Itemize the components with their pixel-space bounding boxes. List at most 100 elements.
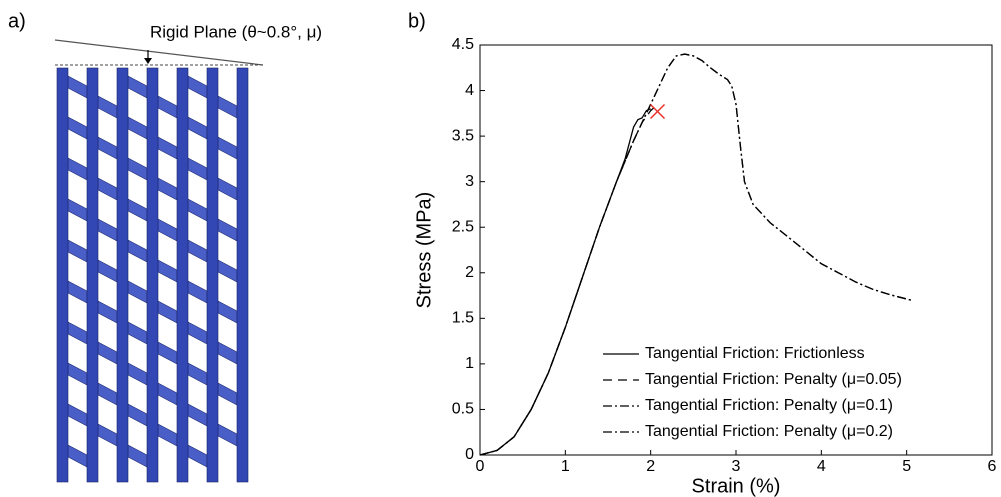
panel-label: a) xyxy=(8,10,26,32)
legend-label: Tangential Friction: Penalty (μ=0.05) xyxy=(645,371,902,388)
lattice-strut xyxy=(97,300,118,324)
lattice-strut xyxy=(127,116,148,140)
lattice-strut xyxy=(217,218,238,242)
lattice-strut xyxy=(217,382,238,406)
y-tick-label: 2.5 xyxy=(452,218,474,235)
lattice-strut xyxy=(127,239,148,263)
lattice-strut xyxy=(187,198,208,222)
lattice-strut xyxy=(97,95,118,119)
lattice-strut xyxy=(157,95,178,119)
plot: 0 1 2 3 4 5 6 0 0.5 1 1.5 2 2.5 3 3.5 4 4.5 Strain (%) Str… xyxy=(413,36,996,497)
legend-label: Tangential Friction: Penalty (μ=0.1) xyxy=(645,397,893,414)
x-tick-label: 2 xyxy=(646,458,655,475)
lattice-strut xyxy=(157,341,178,365)
lattice-strut xyxy=(67,198,88,222)
y-tick-label: 0 xyxy=(465,446,474,463)
lattice-strut xyxy=(217,341,238,365)
y-tick-label: 4 xyxy=(465,82,474,99)
lattice-column xyxy=(116,67,129,483)
diagram-label: Rigid Plane (θ~0.8°, μ) xyxy=(150,22,322,41)
lattice-strut xyxy=(217,259,238,283)
lattice-column xyxy=(176,67,189,483)
marker-stroke xyxy=(649,103,666,120)
lattice-strut xyxy=(187,403,208,427)
lattice-strut xyxy=(67,239,88,263)
x-tick-label: 3 xyxy=(732,458,741,475)
x-tick-label: 6 xyxy=(988,458,997,475)
x-tick-label: 4 xyxy=(817,458,826,475)
y-tick-label: 3 xyxy=(465,173,474,190)
lattice-strut xyxy=(157,423,178,447)
lattice-column xyxy=(206,67,219,483)
lattice-strut xyxy=(97,218,118,242)
legend-label: Tangential Friction: Frictionless xyxy=(645,345,865,362)
x-tick-label: 0 xyxy=(476,458,485,475)
y-tick-label: 3.5 xyxy=(452,127,474,144)
lattice-strut xyxy=(217,95,238,119)
lattice-strut xyxy=(127,198,148,222)
x-tick-label: 1 xyxy=(561,458,570,475)
plot-frame xyxy=(479,44,993,456)
y-tick-label: 1 xyxy=(465,355,474,372)
x-axis-label: Strain (%) xyxy=(692,475,781,497)
lattice-strut xyxy=(67,362,88,386)
lattice-strut xyxy=(217,177,238,201)
lattice-strut xyxy=(187,157,208,181)
lattice-strut xyxy=(127,403,148,427)
lattice-strut xyxy=(187,239,208,263)
lattice-strut xyxy=(187,444,208,468)
lattice-strut xyxy=(217,136,238,160)
lattice-strut xyxy=(127,321,148,345)
failure-marker xyxy=(649,103,666,120)
lattice-strut xyxy=(97,136,118,160)
lattice-strut xyxy=(127,444,148,468)
y-tick-label: 2 xyxy=(465,264,474,281)
lattice-strut xyxy=(97,341,118,365)
lattice-strut xyxy=(157,218,178,242)
lattice-strut xyxy=(187,75,208,99)
lattice-strut xyxy=(67,403,88,427)
lattice-strut xyxy=(157,177,178,201)
lattice-strut xyxy=(67,116,88,140)
lattice-strut xyxy=(127,75,148,99)
lattice-strut xyxy=(67,157,88,181)
lattice-diagram xyxy=(54,39,264,483)
series-line xyxy=(479,53,912,456)
x-tick-label: 5 xyxy=(902,458,911,475)
lattice-strut xyxy=(67,321,88,345)
lattice-strut xyxy=(67,75,88,99)
lattice-strut xyxy=(187,280,208,304)
lattice-column xyxy=(236,67,249,483)
lattice-strut xyxy=(157,136,178,160)
y-axis-label: Stress (MPa) xyxy=(413,192,435,309)
lattice-strut xyxy=(97,382,118,406)
lattice-strut xyxy=(127,280,148,304)
lattice-strut xyxy=(127,362,148,386)
series-line xyxy=(479,53,912,456)
lattice-strut xyxy=(217,423,238,447)
y-tick-label: 0.5 xyxy=(452,401,474,418)
lattice-strut xyxy=(157,382,178,406)
series-line xyxy=(479,106,656,456)
lattice-strut xyxy=(67,280,88,304)
lattice-column xyxy=(56,67,69,483)
lattice-strut xyxy=(187,116,208,140)
lattice-strut xyxy=(217,300,238,324)
lattice-column xyxy=(86,67,99,483)
lattice-strut xyxy=(97,259,118,283)
lattice-strut xyxy=(97,423,118,447)
rigid-plane xyxy=(54,39,264,66)
panel-label: b) xyxy=(408,10,426,32)
lattice-column xyxy=(146,67,159,483)
lattice-strut xyxy=(67,444,88,468)
lattice-strut xyxy=(97,177,118,201)
y-tick-label: 1.5 xyxy=(452,310,474,327)
lattice-strut xyxy=(157,259,178,283)
y-tick-label: 4.5 xyxy=(452,36,474,53)
arrow-head xyxy=(144,58,152,64)
legend-label: Tangential Friction: Penalty (μ=0.2) xyxy=(645,423,893,440)
lattice-strut xyxy=(157,300,178,324)
lattice-strut xyxy=(127,157,148,181)
